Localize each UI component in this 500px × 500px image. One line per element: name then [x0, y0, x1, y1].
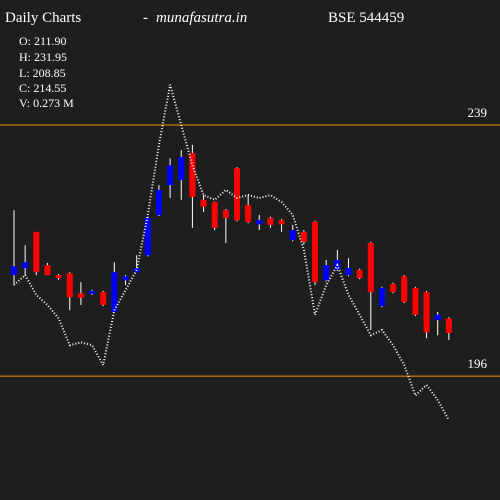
- info-line: V: 0.273 M: [19, 96, 74, 110]
- candle-body: [412, 287, 419, 315]
- candle-body: [222, 210, 229, 218]
- separator: -: [143, 10, 148, 26]
- candle-body: [356, 269, 363, 279]
- info-line: O: 211.90: [19, 34, 67, 48]
- candle-body: [378, 287, 385, 307]
- info-line: C: 214.55: [19, 81, 66, 95]
- candle-body: [111, 272, 118, 312]
- candle-body: [401, 276, 408, 302]
- candle-body: [167, 165, 174, 186]
- candle-body: [278, 220, 285, 225]
- candle-body: [178, 157, 185, 180]
- candle-body: [100, 292, 107, 305]
- candle-body: [200, 199, 207, 207]
- candle-body: [300, 231, 307, 242]
- symbol: BSE 544459: [328, 10, 404, 26]
- candle-body: [122, 276, 129, 281]
- candle-body: [89, 290, 96, 294]
- plot-area: 239 196: [0, 84, 500, 421]
- y-tick-label: 196: [468, 356, 488, 371]
- info-line: H: 231.95: [19, 50, 67, 64]
- candle-body: [22, 262, 29, 269]
- candle-body: [345, 268, 352, 276]
- candle-body: [234, 168, 240, 221]
- candle-body: [11, 266, 17, 276]
- candle-body: [312, 221, 319, 283]
- candle-body: [245, 205, 252, 222]
- candle-body: [445, 318, 452, 333]
- candle-body: [77, 293, 84, 298]
- candle-body: [289, 230, 296, 241]
- info-line: L: 208.85: [19, 66, 66, 80]
- candle-body: [256, 220, 263, 225]
- chart-title: Daily Charts: [5, 10, 81, 26]
- site-name: munafasutra.in: [156, 10, 247, 26]
- candle-body: [390, 283, 397, 293]
- candle-body: [55, 275, 62, 279]
- candle-body: [323, 265, 330, 281]
- candle-body: [211, 202, 218, 228]
- candle-body: [155, 189, 162, 215]
- candle-body: [189, 153, 196, 197]
- y-tick-label: 239: [468, 105, 488, 120]
- candle-body: [44, 265, 51, 276]
- candle-body: [267, 217, 274, 225]
- candle-body: [66, 273, 73, 298]
- moving-average: [13, 84, 450, 421]
- candle-body: [434, 314, 441, 321]
- candle-body: [33, 231, 40, 273]
- candle-body: [423, 292, 430, 333]
- candle-body: [144, 217, 151, 256]
- candle-body: [367, 242, 374, 293]
